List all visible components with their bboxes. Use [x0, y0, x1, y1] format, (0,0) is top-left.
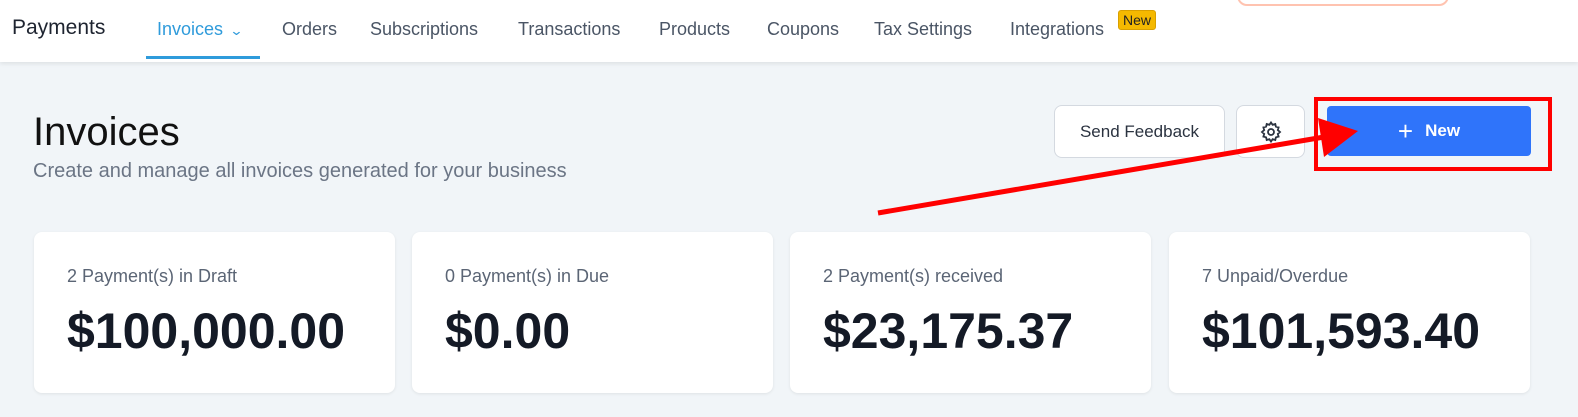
stat-label: 2 Payment(s) received: [823, 266, 1004, 286]
stat-label: 2 Payment(s) in Draft: [67, 266, 238, 286]
tab-coupons[interactable]: Coupons: [767, 19, 840, 39]
new-invoice-button[interactable]: + New: [1327, 106, 1531, 156]
stat-card-draft: 2 Payment(s) in Draft $100,000.00: [34, 232, 395, 393]
tab-products[interactable]: Products: [659, 19, 731, 39]
stat-label: 7 Unpaid/Overdue: [1202, 266, 1349, 286]
tab-invoices[interactable]: Invoices ⌄: [157, 19, 244, 40]
page-title: Invoices: [33, 110, 180, 154]
tab-orders[interactable]: Orders: [282, 19, 338, 39]
page-subtitle: Create and manage all invoices generated…: [33, 160, 567, 182]
tab-tax-settings[interactable]: Tax Settings: [874, 19, 973, 39]
stat-label: 0 Payment(s) in Due: [445, 266, 610, 286]
annotation-highlight-box: [1314, 97, 1552, 171]
tab-subscriptions[interactable]: Subscriptions: [370, 19, 479, 39]
send-feedback-button[interactable]: Send Feedback: [1054, 105, 1225, 158]
stat-card-received: 2 Payment(s) received $23,175.37: [790, 232, 1151, 393]
chevron-down-icon: ⌄: [229, 23, 244, 38]
active-tab-indicator: [146, 56, 260, 59]
new-button-label: New: [1425, 121, 1461, 140]
tab-label: Invoices: [157, 19, 224, 39]
top-nav-bar: Payments Invoices ⌄ Orders Subscriptions …: [0, 0, 1578, 62]
new-badge: New: [1118, 10, 1157, 30]
stat-value: $0.00: [445, 303, 571, 359]
app-title: Payments: [12, 16, 106, 39]
stat-value: $100,000.00: [67, 303, 346, 359]
gear-icon: [1260, 120, 1281, 143]
stat-value: $23,175.37: [823, 303, 1074, 359]
tab-transactions[interactable]: Transactions: [518, 19, 621, 39]
stat-card-overdue: 7 Unpaid/Overdue $101,593.40: [1169, 232, 1530, 393]
stat-value: $101,593.40: [1202, 303, 1481, 359]
stat-card-due: 0 Payment(s) in Due $0.00: [412, 232, 773, 393]
plus-icon: +: [1397, 115, 1414, 146]
tab-integrations[interactable]: Integrations: [1010, 19, 1105, 39]
